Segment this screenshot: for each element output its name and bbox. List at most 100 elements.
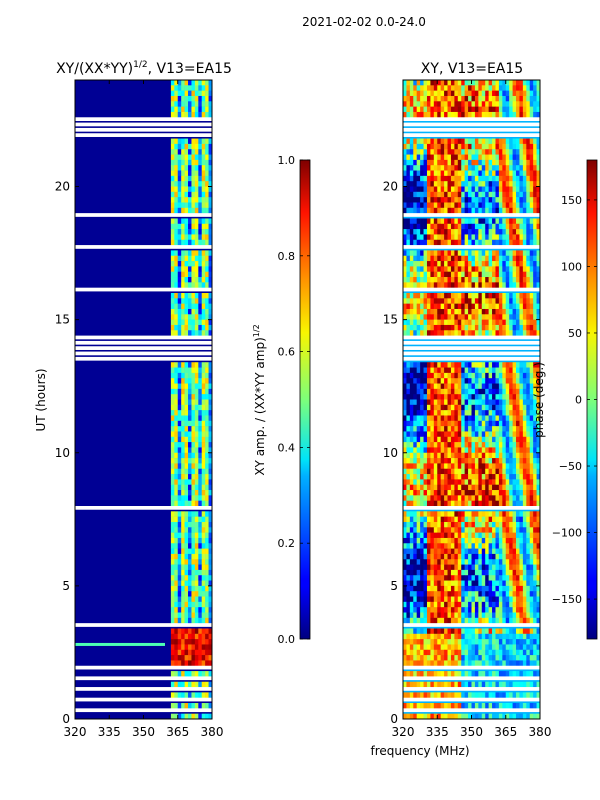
right-heatmap-cell [509, 106, 513, 113]
right-heatmap-cell [536, 527, 540, 533]
right-heatmap-cell [536, 484, 540, 491]
right-heatmap-cell [430, 394, 435, 400]
left-heatmap-cell [205, 261, 209, 267]
left-heatmap-cell [174, 713, 179, 719]
right-heatmap-cell [426, 202, 431, 209]
right-heatmap-cell [522, 111, 527, 118]
left-heatmap-cell [177, 399, 182, 406]
left-heatmap-cell [201, 671, 206, 677]
right-heatmap-cell [481, 170, 486, 177]
right-heatmap-cell [444, 298, 448, 304]
right-heatmap-cell [423, 378, 428, 384]
right-heatmap-cell [416, 250, 421, 257]
right-heatmap-cell [492, 500, 496, 507]
right-heatmap-cell [519, 170, 524, 177]
right-heatmap-cell [495, 490, 500, 496]
left-heatmap-cell [201, 159, 206, 166]
right-heatmap-cell [447, 223, 452, 230]
left-heatmap-cell [170, 90, 175, 97]
left-heatmap-cell [201, 303, 206, 310]
left-heatmap-cell [191, 580, 196, 587]
right-heatmap-cell [526, 165, 531, 171]
left-heatmap-cell [201, 537, 206, 544]
right-heatmap-cell [416, 575, 421, 581]
right-heatmap-cell [505, 85, 510, 91]
left-colorbar-gradient [299, 159, 311, 640]
right-heatmap-cell [423, 319, 428, 326]
left-heatmap-cell [198, 479, 203, 486]
left-heatmap-cell [205, 612, 209, 619]
right-heatmap-cell [433, 282, 438, 288]
right-heatmap-cell [464, 367, 469, 374]
right-heatmap-cell [529, 282, 534, 288]
left-heatmap-cell [205, 367, 209, 374]
right-heatmap-cell [413, 516, 417, 523]
right-heatmap-cell [522, 564, 527, 571]
right-heatmap-cell [481, 388, 486, 395]
right-heatmap-cell [403, 463, 407, 470]
left-heatmap-cell [177, 410, 182, 416]
left-heatmap-cell [188, 362, 192, 368]
right-heatmap-cell [454, 468, 459, 475]
right-heatmap-cell [423, 234, 428, 241]
right-heatmap-cell [440, 197, 445, 203]
right-heatmap-cell [416, 490, 421, 496]
left-heatmap-cell [198, 436, 203, 443]
left-heatmap-cell [184, 154, 189, 161]
right-heatmap-cell [516, 394, 520, 400]
right-heatmap-cell [426, 468, 431, 475]
right-heatmap-cell [464, 207, 469, 214]
right-heatmap-cell [492, 250, 496, 257]
right-heatmap-cell [450, 383, 455, 390]
right-heatmap-cell [409, 319, 414, 326]
left-heatmap-cell [194, 591, 199, 597]
right-heatmap-cell [533, 543, 537, 549]
left-heatmap-cell [194, 474, 199, 480]
right-heatmap-cell [481, 191, 486, 198]
right-heatmap-cell [509, 261, 513, 267]
right-heatmap-cell [409, 447, 414, 454]
left-heatmap-cell [208, 202, 212, 209]
right-heatmap-cell [509, 495, 513, 501]
left-heatmap-cell [208, 308, 212, 315]
left-heatmap-cell [188, 436, 192, 443]
right-heatmap-cell [492, 468, 496, 475]
right-heatmap-cell [426, 495, 431, 501]
left-heatmap-cell [188, 585, 192, 592]
right-heatmap-cell [433, 80, 438, 86]
right-heatmap-cell [529, 85, 534, 91]
right-heatmap-cell [498, 85, 503, 91]
right-heatmap-cell [536, 378, 540, 384]
left-heatmap-cell [198, 612, 203, 619]
right-heatmap-cell [437, 564, 441, 571]
right-heatmap-cell [471, 207, 476, 214]
left-heatmap-cell [174, 95, 179, 102]
right-heatmap-cell [450, 143, 455, 150]
right-heatmap-cell [492, 420, 496, 427]
right-heatmap-cell [509, 207, 513, 214]
right-heatmap-cell [426, 367, 431, 374]
right-heatmap-cell [437, 617, 441, 624]
right-heatmap-cell [509, 633, 513, 640]
left-heatmap-cell [170, 95, 175, 102]
right-heatmap-cell [485, 585, 489, 592]
right-heatmap-cell [426, 394, 431, 400]
right-heatmap-cell [495, 362, 500, 368]
right-heatmap-cell [423, 399, 428, 406]
right-heatmap-cell [444, 474, 448, 480]
right-heatmap-cell [406, 511, 411, 517]
left-heatmap-cell [194, 90, 199, 97]
right-heatmap-cell [440, 303, 445, 310]
left-heatmap-cell [208, 612, 212, 619]
right-heatmap-cell [440, 106, 445, 113]
right-heatmap-cell [509, 569, 513, 576]
left-heatmap-cell [177, 458, 182, 464]
right-heatmap-cell [492, 442, 496, 448]
right-heatmap-cell [505, 639, 510, 645]
left-heatmap-cell [198, 378, 203, 384]
left-heatmap-cell [174, 575, 179, 581]
right-heatmap-cell [471, 420, 476, 427]
left-heatmap-cell [184, 671, 189, 677]
right-heatmap-cell [444, 596, 448, 603]
right-heatmap-cell [536, 239, 540, 246]
